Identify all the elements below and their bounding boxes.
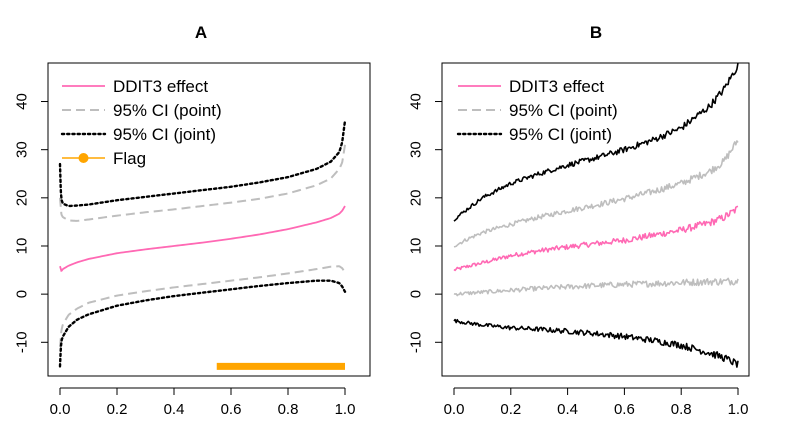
series-95-ci-joint-upper [58, 119, 347, 208]
legend-label: Flag [113, 149, 146, 168]
x-tick-label: 1.0 [728, 401, 749, 418]
panel-a: A 0.0 0.2 0.4 0.6 0.8 1.0 -10 0 10 20 30 40 DDIT3 eff… [14, 23, 371, 418]
y-tick-label: 0 [14, 290, 31, 298]
y-tick-label: 10 [14, 238, 31, 255]
legend: DDIT3 effect 95% CI (point) 95% CI (joint) [456, 77, 618, 144]
y-tick-label: -10 [14, 331, 31, 353]
legend: DDIT3 effect 95% CI (point) 95% CI (joint)… [60, 77, 222, 168]
x-tick-label: 0.0 [444, 401, 465, 418]
series-group [58, 119, 347, 370]
x-tick-label: 0.2 [500, 401, 521, 418]
series-95-ci-joint-upper [453, 63, 739, 222]
panel-b: B 0.0 0.2 0.4 0.6 0.8 1.0 -10 0 10 20 30 40 DDIT3 eff… [408, 23, 750, 418]
series-95-ci-point-upper [453, 140, 739, 248]
legend-label: DDIT3 effect [113, 77, 208, 96]
legend-label: 95% CI (joint) [113, 125, 216, 144]
x-tick-label: 0.0 [50, 401, 71, 418]
y-tick-label: 40 [14, 93, 31, 110]
panel-title: B [590, 23, 602, 42]
series-95-ci-point-upper [59, 144, 346, 222]
series-95-ci-joint-lower [58, 279, 347, 368]
panel-title: A [195, 23, 207, 42]
x-tick-label: 1.0 [335, 401, 356, 418]
x-tick-label: 0.4 [557, 401, 578, 418]
x-tick-label: 0.2 [107, 401, 128, 418]
y-tick-label: 10 [408, 238, 425, 255]
legend-label: DDIT3 effect [509, 77, 604, 96]
legend-label: 95% CI (point) [113, 101, 222, 120]
y-tick-label: 30 [14, 141, 31, 158]
x-tick-label: 0.8 [671, 401, 692, 418]
series-ddit3-effect [59, 205, 346, 272]
legend-marker [78, 153, 89, 163]
series-ddit3-effect [453, 205, 739, 272]
y-tick-label: 30 [408, 141, 425, 158]
legend-label: 95% CI (joint) [509, 125, 612, 144]
y-tick-label: -10 [408, 331, 425, 353]
series-95-ci-point-lower [59, 265, 346, 348]
x-tick-label: 0.6 [614, 401, 635, 418]
x-tick-label: 0.6 [221, 401, 242, 418]
x-tick-label: 0.4 [164, 401, 185, 418]
series-group [453, 63, 739, 368]
y-tick-label: 20 [14, 189, 31, 206]
y-tick-label: 20 [408, 189, 425, 206]
y-tick-label: 0 [408, 290, 425, 298]
series-95-ci-point-lower [453, 277, 739, 297]
y-tick-label: 40 [408, 93, 425, 110]
legend-label: 95% CI (point) [509, 101, 618, 120]
series-95-ci-joint-lower [453, 318, 739, 368]
x-tick-label: 0.8 [278, 401, 299, 418]
